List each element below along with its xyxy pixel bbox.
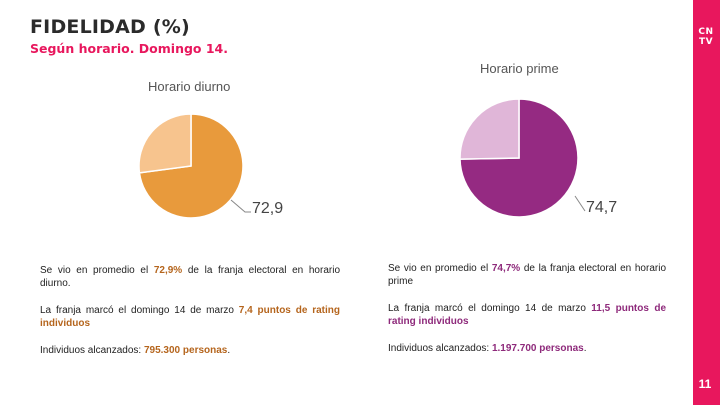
pie-2 [459, 98, 586, 218]
logo-line-1: CN [698, 27, 714, 37]
right-p2-pre: La franja marcó el domingo 14 de marzo [388, 303, 592, 314]
page-title: FIDELIDAD (%) [30, 16, 190, 38]
left-p3-highlight: 795.300 personas [143, 345, 228, 356]
cntv-logo: CN TV [696, 27, 716, 47]
left-p1-highlight: 72,9% [153, 265, 183, 276]
right-p3-post: . [583, 343, 587, 354]
right-paragraph-1: Se vio en promedio el 74,7% de la franja… [388, 263, 666, 288]
pie-1-title: Horario diurno [148, 79, 231, 94]
pie-1-value-label: 72,9 [252, 200, 284, 217]
pie-2-title: Horario prime [480, 61, 559, 76]
left-p3-post: . [227, 345, 231, 356]
right-paragraph-2: La franja marcó el domingo 14 de marzo 1… [388, 303, 666, 328]
right-p1-pre: Se vio en promedio el [388, 263, 492, 274]
pie2-slice-1 [459, 98, 579, 218]
brand-sidebar: CN TV 11 [693, 0, 720, 405]
right-p3-pre: Individuos alcanzados: [388, 343, 492, 354]
right-p3-highlight: 1.197.700 personas [491, 343, 584, 354]
left-p1-post: de la franja electoral en horario diurno… [40, 265, 341, 289]
left-paragraph-2: La franja marcó el domingo 14 de marzo 7… [40, 305, 340, 330]
left-p2-post: puntos de rating individuos [40, 305, 340, 329]
right-p1-post: de la franja electoral en horario prime [388, 263, 667, 287]
left-paragraph-3: Individuos alcanzados: 795.300 personas. [40, 345, 340, 358]
page-number: 11 [698, 377, 712, 391]
page-subtitle: Según horario. Domingo 14. [30, 41, 229, 56]
left-p3-pre: Individuos alcanzados: [40, 345, 144, 356]
pie1-slice-2 [138, 113, 192, 174]
pie2-leader-line [574, 195, 586, 212]
pie-1 [138, 113, 251, 219]
pie-2-value-label: 74,7 [586, 199, 618, 216]
left-p1-pre: Se vio en promedio el [40, 265, 154, 276]
pie-charts [138, 98, 586, 219]
right-p1-highlight: 74,7% [491, 263, 521, 274]
logo-line-2: TV [698, 37, 714, 47]
right-paragraph-3: Individuos alcanzados: 1.197.700 persona… [388, 343, 666, 356]
pie1-leader-line [230, 199, 251, 213]
left-p2-highlight: 7,4 [238, 305, 253, 316]
pie2-slice-2 [459, 98, 520, 160]
right-p2-highlight: 11,5 puntos de rating individuos [388, 303, 667, 327]
left-paragraph-1: Se vio en promedio el 72,9% de la franja… [40, 265, 340, 290]
left-p2-pre: La franja marcó el domingo 14 de marzo [40, 305, 239, 316]
